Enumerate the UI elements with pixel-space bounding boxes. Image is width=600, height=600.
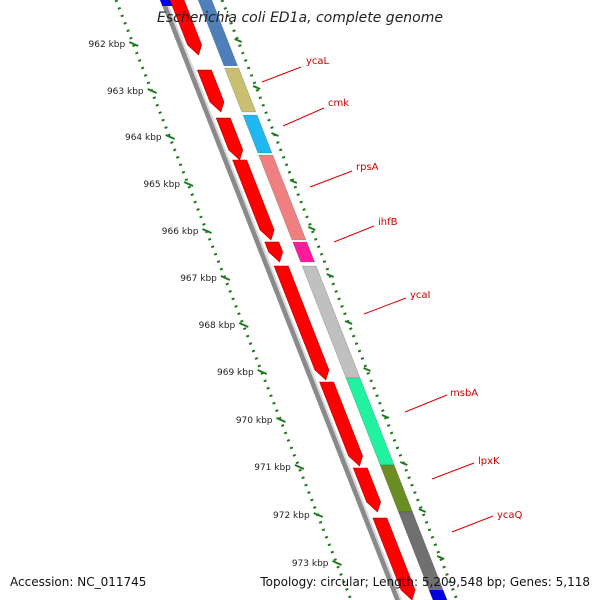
ruler-label: 973 kbp <box>292 559 329 569</box>
gene-label-rpsA: rpsA <box>356 162 379 173</box>
gene-arrow <box>264 241 284 263</box>
genome-title: Escherichia coli ED1a, complete genome <box>157 10 443 26</box>
outer-tick <box>326 273 335 278</box>
gene-arrow <box>215 117 244 161</box>
ruler-tick <box>128 41 139 47</box>
gene-block-cmk <box>242 114 273 154</box>
gene-arrow <box>352 467 381 513</box>
leader-line-ycaL <box>261 66 302 83</box>
ruler-label: 963 kbp <box>107 87 144 97</box>
leader-line-rpsA <box>309 170 353 188</box>
ruler-label: 969 kbp <box>217 368 254 378</box>
backbone-highlight <box>164 0 403 600</box>
outer-tick <box>418 508 427 513</box>
outer-tick <box>436 555 445 560</box>
outer-tick <box>234 38 243 43</box>
leader-line-lpxK <box>431 462 475 480</box>
backbone <box>159 0 401 600</box>
ruler-label: 968 kbp <box>199 321 236 331</box>
gene-block-ycaQ <box>398 511 448 600</box>
outer-tick <box>399 461 408 466</box>
outer-tick <box>381 414 390 419</box>
gene-block-ycaL <box>224 67 257 113</box>
gene-block-ihfB <box>292 241 316 263</box>
gene-block-ycaI <box>301 265 361 379</box>
ruler-label: 964 kbp <box>125 133 162 143</box>
gene-arrow <box>273 265 330 381</box>
ruler-tick <box>147 88 158 94</box>
ruler-label: 965 kbp <box>143 180 180 190</box>
gene-arrow <box>169 0 202 56</box>
gene-label-msbA: msbA <box>450 388 478 399</box>
ruler-tick <box>257 369 268 375</box>
ruler-tick <box>202 228 212 234</box>
ruler-tick <box>220 275 231 281</box>
gene-label-cmk: cmk <box>328 98 349 109</box>
leader-line-ihfB <box>333 225 375 243</box>
gene-arrow <box>372 517 416 600</box>
gene-label-ihfB: ihfB <box>378 217 398 228</box>
topology-label: Topology: circular; Length: 5,209,548 bp… <box>260 575 590 589</box>
ruler-label: 971 kbp <box>254 463 291 473</box>
ruler-tick <box>238 322 249 328</box>
gene-block-partial-top <box>197 0 238 66</box>
gene-label-lpxK: lpxK <box>478 456 500 467</box>
leader-line-ycaI <box>363 297 407 315</box>
ruler-label: 972 kbp <box>273 511 310 521</box>
gene-block-partial-bottom <box>429 590 447 600</box>
gene-label-ycaQ: ycaQ <box>497 510 523 521</box>
ruler-tick <box>313 512 324 518</box>
gene-label-ycaI: ycaI <box>410 290 431 301</box>
ruler-dotted-line <box>114 0 353 600</box>
ruler-tick <box>332 560 342 566</box>
leader-line-msbA <box>404 394 448 413</box>
ruler-label: 967 kbp <box>180 274 217 284</box>
outer-tick <box>271 132 279 137</box>
outer-tick <box>307 226 316 231</box>
gene-block-partial-blue <box>160 0 173 6</box>
gene-block-lpxK <box>379 464 413 513</box>
outer-tick <box>363 367 371 372</box>
leader-line-ycaQ <box>451 515 494 533</box>
gene-block-rpsA <box>258 154 307 241</box>
accession-label: Accession: NC_011745 <box>10 575 147 589</box>
gene-arrow <box>232 159 275 241</box>
gene-label-ycaL: ycaL <box>306 56 330 67</box>
ruler-tick <box>276 417 286 423</box>
ruler-tick <box>294 464 305 470</box>
outer-tick <box>252 85 261 90</box>
ruler-tick <box>165 134 176 140</box>
ruler-label: 966 kbp <box>162 227 199 237</box>
outer-dotted-line <box>220 0 459 600</box>
outer-tick <box>289 179 298 184</box>
gene-arrow <box>319 381 363 467</box>
ruler-tick <box>183 181 194 187</box>
leader-line-cmk <box>282 107 325 127</box>
ruler-label: 970 kbp <box>236 416 273 426</box>
gene-arrow <box>196 69 225 113</box>
ruler-label: 962 kbp <box>89 40 126 50</box>
outer-tick <box>344 320 353 325</box>
